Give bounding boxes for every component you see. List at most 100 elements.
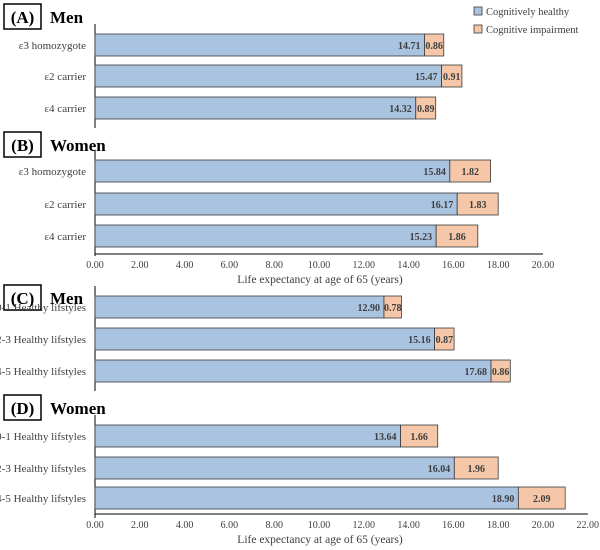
panel-title: Women	[50, 399, 106, 418]
bar-cognitively-healthy	[94, 33, 425, 57]
category-label: 4-5 Healthy lifstyles	[0, 493, 86, 505]
bar-cognitively-healthy	[94, 295, 385, 319]
bar-cognitively-healthy	[94, 359, 492, 383]
panel-1: (B) Women ε3 homozygote 15.84 1.82 ε2 carrier…	[3, 131, 555, 286]
legend-swatch	[473, 24, 483, 34]
bar-cognitively-healthy	[94, 456, 455, 480]
category-label: ε2 carrier	[44, 199, 86, 211]
bar-cognitive-impairment	[434, 327, 455, 351]
x-tick-label: 6.00	[221, 260, 239, 271]
data-label: 14.32	[389, 104, 412, 115]
panel-3: (D) Women 0-1 Healthy lifstyles 13.64 1.66 2-…	[0, 394, 600, 546]
bar-cognitive-impairment	[456, 192, 499, 216]
panel-title: Women	[50, 136, 106, 155]
data-label: 12.90	[357, 303, 380, 314]
bar-cognitively-healthy	[94, 327, 435, 351]
category-label: ε2 carrier	[44, 71, 86, 83]
bar-cognitively-healthy	[94, 192, 458, 216]
data-label: 1.82	[461, 167, 479, 178]
data-label: 15.23	[410, 232, 433, 243]
bar-cognitively-healthy	[94, 224, 437, 248]
data-label: 0.87	[436, 335, 454, 346]
data-label: 15.47	[415, 72, 438, 83]
x-tick-label: 2.00	[131, 520, 149, 531]
panel-label: (B)	[11, 136, 34, 155]
panel-title: Men	[50, 289, 84, 308]
x-tick-label: 8.00	[265, 520, 283, 531]
data-label: 15.16	[408, 335, 431, 346]
x-tick-label: 4.00	[176, 520, 194, 531]
data-label: 15.84	[423, 167, 446, 178]
bar-cognitively-healthy	[94, 96, 417, 120]
x-tick-label: 16.00	[442, 260, 465, 271]
bar-cognitive-impairment	[441, 64, 463, 88]
x-tick-label: 0.00	[86, 520, 104, 531]
legend-swatch	[473, 6, 483, 16]
legend-label: Cognitively healthy	[486, 7, 570, 18]
legend: Cognitively healthy Cognitive impairment	[473, 6, 579, 36]
bar-cognitive-impairment	[490, 359, 511, 383]
data-label: 0.86	[492, 367, 510, 378]
legend-label: Cognitive impairment	[486, 25, 579, 36]
panel-label: (C)	[11, 289, 35, 308]
category-label: 0-1 Healthy lifstyles	[0, 302, 86, 314]
bar-cognitively-healthy	[94, 424, 401, 448]
data-label: 1.96	[467, 464, 485, 475]
x-axis-title: Life expectancy at age of 65 (years)	[237, 274, 403, 286]
bar-cognitively-healthy	[94, 159, 451, 183]
x-tick-label: 10.00	[308, 520, 331, 531]
x-tick-label: 12.00	[353, 260, 376, 271]
category-label: ε4 carrier	[44, 231, 86, 243]
category-label: ε3 homozygote	[19, 166, 86, 178]
panel-label: (D)	[11, 399, 35, 418]
data-label: 14.71	[398, 41, 421, 52]
data-label: 1.66	[410, 432, 428, 443]
category-label: 0-1 Healthy lifstyles	[0, 431, 86, 443]
bar-cognitive-impairment	[435, 224, 479, 248]
x-tick-label: 16.00	[442, 520, 465, 531]
panel-label-box	[3, 284, 42, 311]
bar-cognitively-healthy	[94, 486, 519, 510]
data-label: 18.90	[492, 494, 515, 505]
category-label: ε4 carrier	[44, 103, 86, 115]
bar-cognitive-impairment	[424, 33, 445, 57]
bar-cognitive-impairment	[400, 424, 439, 448]
data-label: 2.09	[533, 494, 551, 505]
data-label: 13.64	[374, 432, 397, 443]
x-tick-label: 0.00	[86, 260, 104, 271]
x-tick-label: 12.00	[353, 520, 376, 531]
bar-cognitive-impairment	[383, 295, 402, 319]
bar-cognitive-impairment	[517, 486, 566, 510]
x-tick-label: 10.00	[308, 260, 331, 271]
data-label: 0.91	[443, 72, 461, 83]
panel-title: Men	[50, 8, 84, 27]
x-tick-label: 8.00	[265, 260, 283, 271]
x-tick-label: 22.00	[577, 520, 600, 531]
bar-cognitive-impairment	[449, 159, 491, 183]
data-label: 0.86	[425, 41, 443, 52]
category-label: 2-3 Healthy lifstyles	[0, 463, 86, 475]
data-label: 1.86	[448, 232, 466, 243]
x-tick-label: 14.00	[397, 520, 420, 531]
x-tick-label: 6.00	[221, 520, 239, 531]
x-tick-label: 20.00	[532, 260, 555, 271]
x-tick-label: 20.00	[532, 520, 555, 531]
data-label: 16.04	[428, 464, 451, 475]
x-tick-label: 18.00	[487, 520, 510, 531]
data-label: 0.78	[384, 303, 402, 314]
data-label: 1.83	[469, 200, 487, 211]
bar-cognitively-healthy	[94, 64, 442, 88]
category-label: 4-5 Healthy lifstyles	[0, 366, 86, 378]
x-tick-label: 4.00	[176, 260, 194, 271]
x-axis-title: Life expectancy at age of 65 (years)	[237, 534, 403, 546]
bar-cognitive-impairment	[415, 96, 437, 120]
category-label: 2-3 Healthy lifstyles	[0, 334, 86, 346]
panel-label-box	[3, 394, 42, 421]
x-tick-label: 14.00	[397, 260, 420, 271]
data-label: 16.17	[431, 200, 454, 211]
bar-cognitive-impairment	[453, 456, 499, 480]
panel-label-box	[3, 3, 42, 30]
panel-0: (A) Men ε3 homozygote 14.71 0.86 ε2 carrier 15…	[3, 3, 463, 128]
